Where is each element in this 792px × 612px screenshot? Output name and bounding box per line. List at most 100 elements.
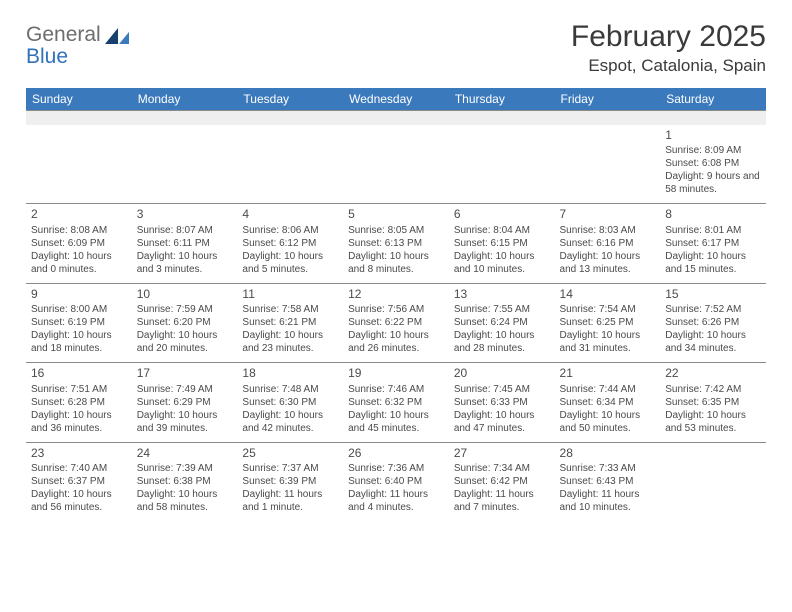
sunrise-text: Sunrise: 8:08 AM — [31, 224, 127, 237]
day-number: 20 — [454, 366, 550, 382]
sunrise-text: Sunrise: 8:05 AM — [348, 224, 444, 237]
daylight-text: Daylight: 9 hours and 58 minutes. — [665, 170, 761, 196]
daylight-text: Daylight: 10 hours and 36 minutes. — [31, 409, 127, 435]
brand-blue: Blue — [26, 46, 101, 68]
calendar-cell: 26Sunrise: 7:36 AMSunset: 6:40 PMDayligh… — [343, 442, 449, 521]
sunrise-text: Sunrise: 7:59 AM — [137, 303, 233, 316]
daylight-text: Daylight: 10 hours and 39 minutes. — [137, 409, 233, 435]
calendar-cell — [343, 125, 449, 204]
daylight-text: Daylight: 10 hours and 31 minutes. — [560, 329, 656, 355]
calendar-cell: 20Sunrise: 7:45 AMSunset: 6:33 PMDayligh… — [449, 363, 555, 443]
sunset-text: Sunset: 6:12 PM — [242, 237, 338, 250]
calendar-cell: 10Sunrise: 7:59 AMSunset: 6:20 PMDayligh… — [132, 283, 238, 363]
sunset-text: Sunset: 6:25 PM — [560, 316, 656, 329]
calendar-cell: 27Sunrise: 7:34 AMSunset: 6:42 PMDayligh… — [449, 442, 555, 521]
sunset-text: Sunset: 6:29 PM — [137, 396, 233, 409]
sunrise-text: Sunrise: 7:39 AM — [137, 462, 233, 475]
calendar-cell — [555, 125, 661, 204]
day-number: 25 — [242, 446, 338, 462]
sunrise-text: Sunrise: 8:06 AM — [242, 224, 338, 237]
daylight-text: Daylight: 10 hours and 47 minutes. — [454, 409, 550, 435]
daylight-text: Daylight: 10 hours and 50 minutes. — [560, 409, 656, 435]
day-number: 9 — [31, 287, 127, 303]
day-number: 24 — [137, 446, 233, 462]
sunset-text: Sunset: 6:21 PM — [242, 316, 338, 329]
sunrise-text: Sunrise: 8:04 AM — [454, 224, 550, 237]
day-header: Saturday — [660, 88, 766, 111]
daylight-text: Daylight: 10 hours and 45 minutes. — [348, 409, 444, 435]
sunset-text: Sunset: 6:38 PM — [137, 475, 233, 488]
day-header: Sunday — [26, 88, 132, 111]
brand-sail-icon — [105, 28, 131, 48]
sunrise-text: Sunrise: 7:48 AM — [242, 383, 338, 396]
calendar-week: 23Sunrise: 7:40 AMSunset: 6:37 PMDayligh… — [26, 442, 766, 521]
daylight-text: Daylight: 10 hours and 0 minutes. — [31, 250, 127, 276]
sunset-text: Sunset: 6:20 PM — [137, 316, 233, 329]
day-number: 23 — [31, 446, 127, 462]
daylight-text: Daylight: 10 hours and 23 minutes. — [242, 329, 338, 355]
sunset-text: Sunset: 6:35 PM — [665, 396, 761, 409]
calendar-week: 2Sunrise: 8:08 AMSunset: 6:09 PMDaylight… — [26, 204, 766, 284]
calendar-cell: 16Sunrise: 7:51 AMSunset: 6:28 PMDayligh… — [26, 363, 132, 443]
daylight-text: Daylight: 10 hours and 3 minutes. — [137, 250, 233, 276]
sunset-text: Sunset: 6:28 PM — [31, 396, 127, 409]
page-title: February 2025 — [571, 20, 766, 54]
calendar-cell: 28Sunrise: 7:33 AMSunset: 6:43 PMDayligh… — [555, 442, 661, 521]
sunrise-text: Sunrise: 8:01 AM — [665, 224, 761, 237]
title-block: February 2025 Espot, Catalonia, Spain — [571, 20, 766, 76]
daylight-text: Daylight: 10 hours and 34 minutes. — [665, 329, 761, 355]
day-number: 1 — [665, 128, 761, 144]
sunset-text: Sunset: 6:08 PM — [665, 157, 761, 170]
sunset-text: Sunset: 6:32 PM — [348, 396, 444, 409]
day-number: 6 — [454, 207, 550, 223]
calendar-cell: 13Sunrise: 7:55 AMSunset: 6:24 PMDayligh… — [449, 283, 555, 363]
day-number: 28 — [560, 446, 656, 462]
calendar-cell: 11Sunrise: 7:58 AMSunset: 6:21 PMDayligh… — [237, 283, 343, 363]
daylight-text: Daylight: 10 hours and 42 minutes. — [242, 409, 338, 435]
calendar-cell: 3Sunrise: 8:07 AMSunset: 6:11 PMDaylight… — [132, 204, 238, 284]
calendar-cell: 7Sunrise: 8:03 AMSunset: 6:16 PMDaylight… — [555, 204, 661, 284]
location: Espot, Catalonia, Spain — [571, 56, 766, 76]
header: General Blue February 2025 Espot, Catalo… — [26, 20, 766, 76]
calendar-cell: 1Sunrise: 8:09 AMSunset: 6:08 PMDaylight… — [660, 125, 766, 204]
day-number: 14 — [560, 287, 656, 303]
calendar-cell: 15Sunrise: 7:52 AMSunset: 6:26 PMDayligh… — [660, 283, 766, 363]
sunrise-text: Sunrise: 7:40 AM — [31, 462, 127, 475]
daylight-text: Daylight: 10 hours and 56 minutes. — [31, 488, 127, 514]
day-header: Thursday — [449, 88, 555, 111]
brand-general: General — [26, 23, 101, 46]
calendar-cell — [449, 125, 555, 204]
sunset-text: Sunset: 6:26 PM — [665, 316, 761, 329]
sunrise-text: Sunrise: 7:58 AM — [242, 303, 338, 316]
sunset-text: Sunset: 6:11 PM — [137, 237, 233, 250]
calendar-head: SundayMondayTuesdayWednesdayThursdayFrid… — [26, 88, 766, 111]
calendar-cell: 6Sunrise: 8:04 AMSunset: 6:15 PMDaylight… — [449, 204, 555, 284]
sunrise-text: Sunrise: 7:51 AM — [31, 383, 127, 396]
sunrise-text: Sunrise: 7:44 AM — [560, 383, 656, 396]
day-header: Tuesday — [237, 88, 343, 111]
sunrise-text: Sunrise: 7:49 AM — [137, 383, 233, 396]
calendar-cell — [26, 125, 132, 204]
calendar-cell — [132, 125, 238, 204]
daylight-text: Daylight: 10 hours and 28 minutes. — [454, 329, 550, 355]
sunset-text: Sunset: 6:09 PM — [31, 237, 127, 250]
day-number: 18 — [242, 366, 338, 382]
day-header: Wednesday — [343, 88, 449, 111]
daylight-text: Daylight: 11 hours and 7 minutes. — [454, 488, 550, 514]
sunset-text: Sunset: 6:22 PM — [348, 316, 444, 329]
day-number: 8 — [665, 207, 761, 223]
daylight-text: Daylight: 11 hours and 1 minute. — [242, 488, 338, 514]
daylight-text: Daylight: 10 hours and 26 minutes. — [348, 329, 444, 355]
calendar-cell: 21Sunrise: 7:44 AMSunset: 6:34 PMDayligh… — [555, 363, 661, 443]
daylight-text: Daylight: 10 hours and 8 minutes. — [348, 250, 444, 276]
brand-text: General Blue — [26, 24, 101, 68]
daylight-text: Daylight: 10 hours and 53 minutes. — [665, 409, 761, 435]
daylight-text: Daylight: 11 hours and 4 minutes. — [348, 488, 444, 514]
sunrise-text: Sunrise: 7:54 AM — [560, 303, 656, 316]
day-number: 11 — [242, 287, 338, 303]
daylight-text: Daylight: 10 hours and 10 minutes. — [454, 250, 550, 276]
daylight-text: Daylight: 10 hours and 5 minutes. — [242, 250, 338, 276]
daylight-text: Daylight: 10 hours and 20 minutes. — [137, 329, 233, 355]
day-number: 4 — [242, 207, 338, 223]
sunset-text: Sunset: 6:24 PM — [454, 316, 550, 329]
